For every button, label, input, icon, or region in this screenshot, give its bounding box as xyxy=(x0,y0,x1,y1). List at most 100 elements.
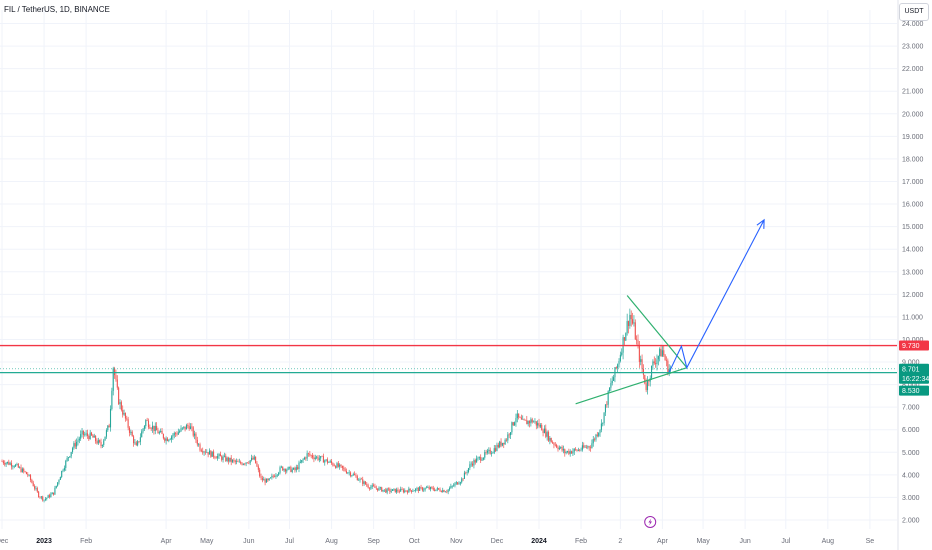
candle-body xyxy=(65,460,67,468)
candle-body xyxy=(461,478,463,483)
candle-body xyxy=(661,350,663,357)
candle-body xyxy=(476,458,478,463)
candle-body xyxy=(198,444,200,445)
candle-body xyxy=(176,433,178,435)
candle-body xyxy=(222,456,224,460)
y-tick-label: 8.000 xyxy=(902,382,920,389)
candle-body xyxy=(584,446,586,448)
candle-body xyxy=(568,451,570,454)
candle-body xyxy=(44,498,46,500)
candle-body xyxy=(558,447,560,450)
candle-body xyxy=(314,457,316,460)
candle-body xyxy=(393,488,395,490)
triangle-lower-line[interactable] xyxy=(575,367,688,405)
candle-body xyxy=(109,408,112,428)
lightning-glyph xyxy=(648,518,653,526)
candle-body xyxy=(265,478,268,483)
y-tick-label: 2.000 xyxy=(902,517,920,524)
candle-body xyxy=(284,469,286,472)
candle-body xyxy=(236,461,238,462)
candle-body xyxy=(179,431,181,433)
candle-body xyxy=(20,467,22,473)
x-tick-label: Sep xyxy=(367,538,380,545)
candle-body xyxy=(621,352,623,355)
countdown-badge: 16:22:34 xyxy=(902,376,929,383)
projection-path[interactable] xyxy=(668,219,765,373)
candle-body xyxy=(25,472,27,475)
candle-body xyxy=(230,457,232,462)
candle-body xyxy=(80,434,82,439)
candle-body xyxy=(467,468,470,472)
candle-body xyxy=(623,337,625,341)
candle-body xyxy=(82,430,84,435)
candle-body xyxy=(164,438,166,441)
drawings[interactable] xyxy=(0,218,897,528)
candle-body xyxy=(617,364,619,369)
last-price-badge-bg xyxy=(899,363,929,384)
candle-body xyxy=(225,455,227,461)
candle-body xyxy=(134,442,136,444)
candle-body xyxy=(221,456,223,460)
currency-unit-button[interactable]: USDT xyxy=(899,3,929,21)
candle-body xyxy=(606,404,608,405)
time-axis[interactable]: Dec 2023 Feb Apr May Jun Jul Aug Sep Oct Nov Dec 202… xyxy=(0,538,874,545)
candle-body xyxy=(354,474,356,476)
candle-body xyxy=(524,419,527,421)
candle-body xyxy=(249,460,251,464)
candle-body xyxy=(274,476,276,477)
candle-body xyxy=(489,449,491,454)
support-price-badge-bg xyxy=(899,385,929,396)
candle-body xyxy=(518,413,520,418)
candle-body xyxy=(444,491,446,493)
candle-body xyxy=(629,314,631,326)
candle-body xyxy=(290,466,292,472)
candle-body xyxy=(637,340,639,346)
candle-body xyxy=(457,482,459,485)
candle-body xyxy=(429,487,432,490)
candle-body xyxy=(626,321,628,334)
price-axis[interactable]: 2.000 3.000 4.000 5.000 6.000 7.000 8.000 9.000… xyxy=(897,0,924,550)
candle-body xyxy=(141,431,143,438)
candle-body xyxy=(373,485,375,487)
candle-body xyxy=(564,449,566,454)
candle-body xyxy=(168,439,170,441)
candle-body xyxy=(139,437,141,442)
candle-body xyxy=(120,402,122,410)
candle-body xyxy=(404,490,406,493)
candle-body xyxy=(362,479,364,484)
projection-arrowhead[interactable] xyxy=(756,218,765,229)
candle-body xyxy=(435,489,437,491)
x-tick-label: Jul xyxy=(285,538,294,545)
candle-body xyxy=(364,481,366,485)
candle-body xyxy=(299,462,301,463)
candle-body xyxy=(245,462,247,464)
candle-body xyxy=(427,487,429,488)
candle-body xyxy=(425,487,428,489)
candle-body xyxy=(542,430,544,433)
candle-body xyxy=(322,456,324,463)
candle-body xyxy=(607,391,609,405)
candle-body xyxy=(84,434,86,436)
candle-body xyxy=(114,368,116,376)
x-tick-label: Se xyxy=(866,538,875,545)
y-tick-label: 10.000 xyxy=(902,337,924,344)
candle-body xyxy=(24,471,26,473)
candle-body xyxy=(571,451,573,454)
candle-body xyxy=(477,457,479,459)
candle-body xyxy=(101,444,103,447)
candle-body xyxy=(573,448,575,452)
candle-body xyxy=(189,426,192,429)
candle-body xyxy=(644,374,646,384)
candle-body xyxy=(191,426,193,428)
candle-body xyxy=(219,454,221,457)
candle-body xyxy=(211,451,213,457)
candle-body xyxy=(394,488,396,493)
candle-body xyxy=(126,418,128,420)
candle-body xyxy=(507,434,509,441)
candle-body xyxy=(213,451,215,457)
candle-body xyxy=(496,444,498,451)
candle-body xyxy=(587,446,589,448)
candle-body xyxy=(12,466,14,468)
candle-body xyxy=(575,448,577,450)
